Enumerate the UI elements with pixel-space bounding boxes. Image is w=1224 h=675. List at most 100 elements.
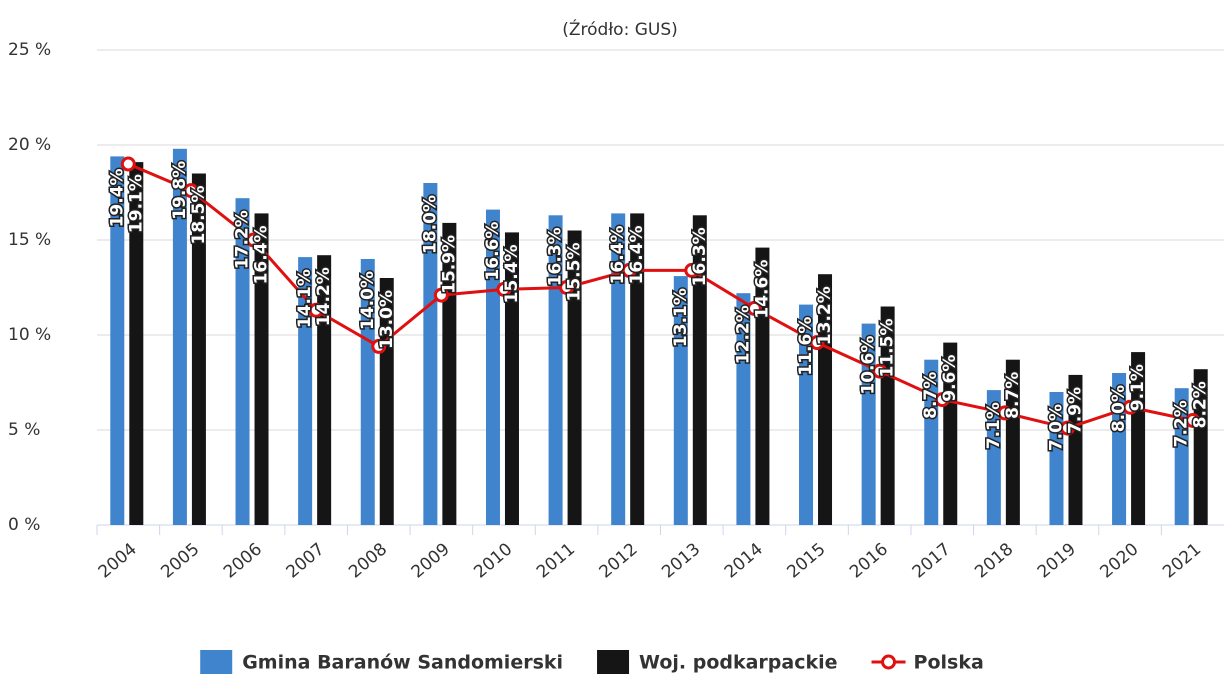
legend-symbol xyxy=(200,650,233,674)
chart-subtitle: (Źródło: GUS) xyxy=(562,18,678,40)
y-tick-label: 15 % xyxy=(8,230,51,250)
legend-item: Woj. podkarpackie xyxy=(597,650,838,674)
x-tick-label: 2009 xyxy=(408,539,454,582)
y-tick-label: 5 % xyxy=(8,420,40,440)
x-tick-label: 2005 xyxy=(157,539,203,582)
bar xyxy=(191,173,206,525)
data-label: 15.5% xyxy=(565,243,585,302)
legend-item: Gmina Baranów Sandomierski xyxy=(200,650,563,674)
line-marker xyxy=(183,183,199,199)
data-label: 16.3% xyxy=(690,227,710,286)
line-marker xyxy=(1059,420,1075,436)
data-label: 19.1% xyxy=(126,174,146,233)
line-marker xyxy=(934,392,950,408)
data-label: 10.6% xyxy=(859,336,879,395)
bar xyxy=(755,247,770,525)
bar xyxy=(736,293,751,525)
line-marker xyxy=(809,335,825,351)
legend-item: Polska xyxy=(871,652,984,674)
bar xyxy=(1005,359,1020,525)
data-label: 14.1% xyxy=(295,269,315,328)
y-tick-label: 20 % xyxy=(8,135,51,155)
line-marker xyxy=(872,363,888,379)
bar xyxy=(548,215,563,526)
data-label: 9.6% xyxy=(940,355,960,402)
legend-label: Woj. podkarpackie xyxy=(639,652,837,674)
data-label: 16.6% xyxy=(483,222,503,281)
bar xyxy=(254,213,269,525)
x-tick-label: 2021 xyxy=(1159,539,1205,582)
bar xyxy=(1131,352,1146,525)
data-label: 9.1% xyxy=(1128,364,1148,411)
line xyxy=(127,162,1194,430)
data-label: 8.2% xyxy=(1191,381,1211,428)
x-tick-label: 2012 xyxy=(596,539,642,582)
legend: Gmina Baranów Sandomierski Woj. podkarpac… xyxy=(200,650,984,674)
bar xyxy=(1174,388,1189,525)
bar xyxy=(485,209,500,525)
x-tick-label: 2017 xyxy=(909,539,955,582)
data-label: 7.2% xyxy=(1172,400,1192,447)
x-tick-label: 2006 xyxy=(220,539,266,582)
bar xyxy=(861,323,876,525)
bar xyxy=(630,213,645,525)
bar xyxy=(504,232,519,525)
x-tick-label: 2020 xyxy=(1097,539,1143,582)
data-label: 7.1% xyxy=(984,402,1004,449)
data-label: 12.2% xyxy=(733,305,753,364)
bar xyxy=(317,255,332,525)
data-label: 13.2% xyxy=(815,286,835,345)
bar xyxy=(1193,369,1208,525)
bar xyxy=(611,213,626,525)
x-tick-label: 2014 xyxy=(721,539,767,582)
bar xyxy=(673,276,688,525)
data-label: 11.5% xyxy=(878,319,898,378)
line-marker xyxy=(120,156,136,172)
line-marker xyxy=(433,287,449,303)
line-marker xyxy=(1122,399,1138,415)
legend-label: Polska xyxy=(914,652,984,674)
x-tick-label: 2008 xyxy=(345,539,391,582)
bar xyxy=(1068,374,1083,525)
line-marker xyxy=(559,280,575,295)
bar xyxy=(235,198,250,525)
y-tick-label: 10 % xyxy=(8,325,51,345)
x-tick-label: 2011 xyxy=(533,539,579,582)
bar xyxy=(880,306,895,525)
data-label: 16.3% xyxy=(546,227,566,286)
data-label: 16.4% xyxy=(252,225,272,284)
y-tick-label: 25 % xyxy=(8,40,51,60)
x-tick-label: 2016 xyxy=(846,539,892,582)
data-label: 8.7% xyxy=(921,372,941,419)
data-label: 16.4% xyxy=(608,225,628,284)
line-marker xyxy=(684,262,700,278)
bar xyxy=(110,156,125,525)
data-label: 15.9% xyxy=(439,235,459,294)
x-tick-label: 2013 xyxy=(658,539,704,582)
data-label: 18.0% xyxy=(420,195,440,254)
x-tick-label: 2018 xyxy=(971,539,1017,582)
line-marker xyxy=(371,338,387,354)
bar xyxy=(379,278,394,525)
bar xyxy=(943,342,958,525)
data-label: 16.4% xyxy=(627,225,647,284)
bar xyxy=(423,183,438,525)
data-label: 15.4% xyxy=(502,244,522,303)
x-tick-label: 2007 xyxy=(283,539,329,582)
line-marker xyxy=(496,281,512,297)
data-label: 8.7% xyxy=(1003,372,1023,419)
bar xyxy=(799,304,814,525)
data-label: 18.5% xyxy=(189,186,209,245)
x-tick-label: 2015 xyxy=(783,539,829,582)
x-tick-label: 2019 xyxy=(1034,539,1080,582)
bar xyxy=(172,148,187,526)
legend-label: Gmina Baranów Sandomierski xyxy=(242,652,563,674)
legend-symbol xyxy=(881,654,897,670)
line-marker xyxy=(746,300,762,316)
line-marker xyxy=(308,302,324,318)
line-marker xyxy=(1185,413,1201,428)
data-label: 19.4% xyxy=(107,168,127,227)
data-label: 7.0% xyxy=(1046,404,1066,451)
bar xyxy=(986,390,1001,525)
